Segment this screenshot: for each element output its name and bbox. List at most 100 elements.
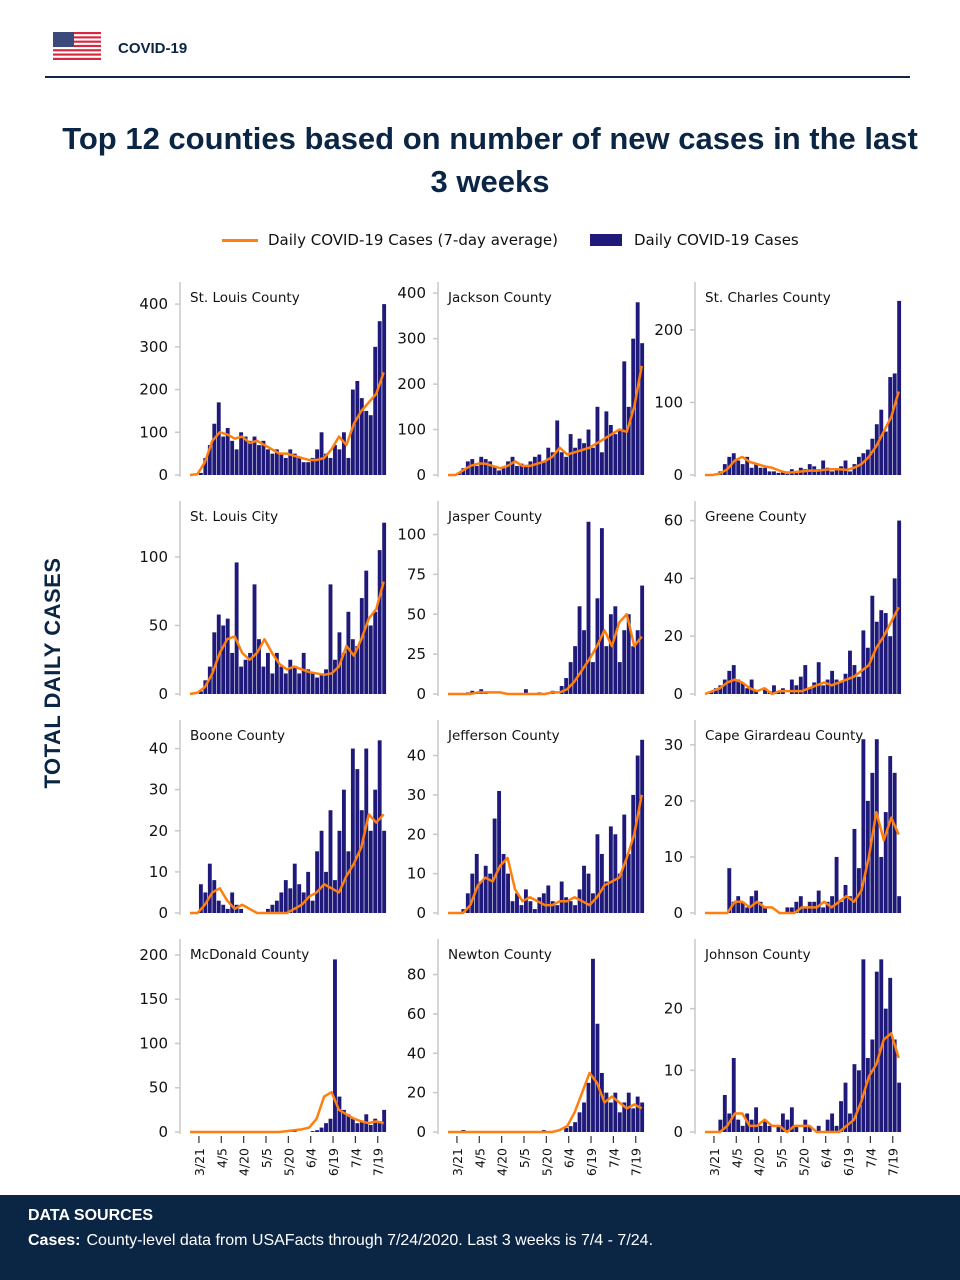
daily-bar <box>234 449 239 475</box>
daily-bar <box>586 873 591 913</box>
daily-bar <box>243 436 248 475</box>
daily-bar <box>870 438 875 475</box>
daily-bar <box>852 665 857 694</box>
daily-bar <box>559 452 564 475</box>
daily-bar <box>501 468 506 475</box>
daily-bar <box>870 1039 875 1132</box>
daily-bar <box>582 630 586 694</box>
daily-bar <box>239 908 244 913</box>
us-flag-icon <box>53 32 101 60</box>
daily-bar <box>874 621 879 694</box>
daily-bar <box>515 465 519 475</box>
daily-bar <box>740 901 745 913</box>
daily-bar <box>368 1124 373 1132</box>
daily-bar <box>789 679 794 694</box>
daily-bar <box>292 453 297 475</box>
y-tick-label: 100 <box>139 548 168 566</box>
daily-bar <box>816 469 821 475</box>
daily-bar <box>359 398 364 475</box>
daily-bar <box>848 650 852 694</box>
daily-bar <box>297 673 302 694</box>
daily-bar <box>310 1131 315 1132</box>
average-line <box>704 606 900 696</box>
panel-title: St. Louis City <box>190 509 278 525</box>
header-divider <box>45 76 910 78</box>
daily-bar <box>497 470 502 475</box>
daily-bar <box>225 428 230 475</box>
daily-bar <box>852 1064 857 1132</box>
daily-bar <box>591 447 595 475</box>
daily-bar <box>821 907 826 913</box>
daily-bar <box>803 907 808 913</box>
daily-bar <box>523 689 528 694</box>
daily-bar <box>523 465 528 475</box>
y-tick-label: 20 <box>664 627 683 645</box>
daily-bar <box>483 459 488 475</box>
daily-bar <box>839 1101 843 1132</box>
daily-bar <box>749 679 754 694</box>
daily-bar <box>617 429 622 475</box>
daily-bar <box>248 440 252 475</box>
daily-bar <box>221 436 226 475</box>
y-tick-label: 400 <box>139 295 168 313</box>
panel-title: Newton County <box>448 947 552 963</box>
daily-bar <box>510 901 515 913</box>
daily-bar <box>364 410 369 475</box>
daily-bar <box>368 830 373 913</box>
average-line <box>448 613 643 696</box>
daily-bar <box>631 794 636 913</box>
daily-bar <box>315 1130 320 1132</box>
daily-bar <box>492 465 497 475</box>
daily-bar <box>888 377 893 475</box>
daily-bar <box>736 679 741 694</box>
daily-bar <box>203 457 208 475</box>
daily-bar <box>373 346 378 475</box>
daily-bar <box>573 905 578 913</box>
daily-bar <box>470 459 475 475</box>
daily-bar <box>591 958 595 1132</box>
daily-bar <box>591 662 595 694</box>
daily-bar <box>599 1072 604 1132</box>
daily-bar <box>745 688 750 694</box>
daily-bar <box>519 905 524 913</box>
footer: DATA SOURCES Cases: County-level data fro… <box>0 1195 960 1280</box>
daily-bar <box>234 562 239 694</box>
daily-bar <box>613 434 618 475</box>
x-tick-label: 6/19 <box>841 1148 856 1176</box>
daily-bar <box>852 464 857 475</box>
daily-bar <box>550 452 555 475</box>
daily-bar <box>283 673 288 694</box>
daily-bar <box>341 432 346 475</box>
daily-bar <box>736 896 741 913</box>
daily-bar <box>767 1125 772 1132</box>
daily-bar <box>843 460 848 475</box>
y-tick-label: 0 <box>158 466 168 484</box>
daily-bar <box>740 682 745 694</box>
daily-bar <box>812 682 817 694</box>
daily-bar <box>274 449 279 475</box>
daily-bar <box>216 900 221 913</box>
daily-bar <box>350 639 355 694</box>
daily-bar <box>212 880 217 913</box>
daily-bar <box>780 471 785 475</box>
y-tick-label: 10 <box>407 865 426 883</box>
y-tick-label: 200 <box>397 375 426 393</box>
x-tick-label: 7/19 <box>629 1148 644 1176</box>
panel-greene-county: 0 20 40 60 Greene County <box>664 501 902 703</box>
daily-bar <box>856 868 861 913</box>
daily-bar <box>382 304 387 475</box>
daily-bar <box>843 884 848 913</box>
daily-bar <box>825 679 830 694</box>
x-tick-label: 5/20 <box>281 1148 296 1176</box>
x-tick-label: 4/5 <box>729 1148 744 1168</box>
daily-bar <box>324 1123 328 1132</box>
daily-bar <box>772 471 776 475</box>
daily-bar <box>377 1121 382 1132</box>
daily-bar <box>604 411 609 475</box>
daily-bar <box>270 904 275 913</box>
legend-average-swatch <box>222 238 258 242</box>
daily-bar <box>377 321 382 475</box>
daily-bar <box>640 343 645 475</box>
daily-bar <box>373 1118 378 1132</box>
